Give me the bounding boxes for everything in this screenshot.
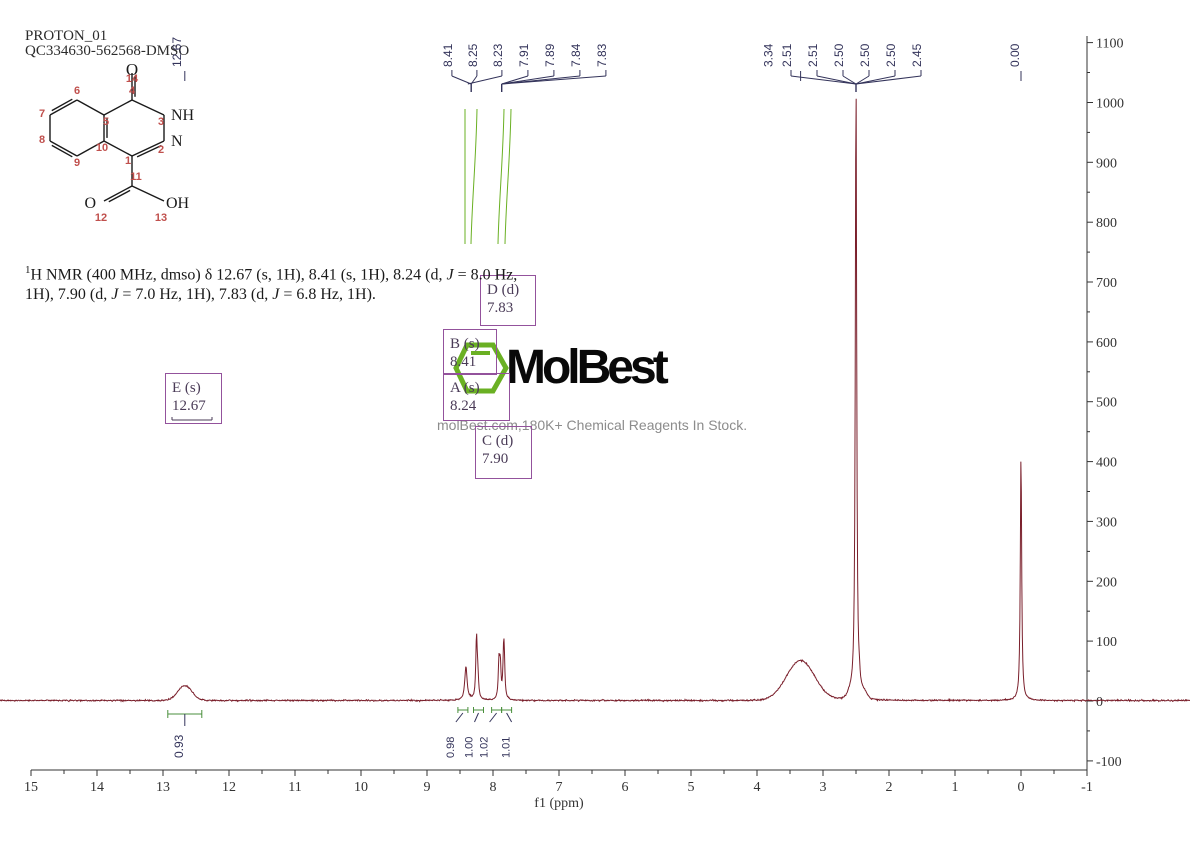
svg-text:NH: NH <box>171 107 195 124</box>
svg-text:4: 4 <box>129 85 136 97</box>
svg-text:8: 8 <box>39 134 45 146</box>
svg-text:O: O <box>84 195 96 212</box>
svg-text:2: 2 <box>158 144 164 156</box>
svg-text:OH: OH <box>166 195 190 212</box>
svg-text:N: N <box>171 133 183 150</box>
svg-text:3: 3 <box>158 116 164 128</box>
svg-text:11: 11 <box>130 171 142 183</box>
svg-text:14: 14 <box>126 73 139 85</box>
svg-text:1: 1 <box>125 155 131 167</box>
svg-text:13: 13 <box>155 212 167 224</box>
svg-text:5: 5 <box>103 116 109 128</box>
svg-text:12: 12 <box>95 212 107 224</box>
svg-text:6: 6 <box>74 85 80 97</box>
svg-text:10: 10 <box>96 142 108 154</box>
svg-text:7: 7 <box>39 108 45 120</box>
svg-text:9: 9 <box>74 157 80 169</box>
